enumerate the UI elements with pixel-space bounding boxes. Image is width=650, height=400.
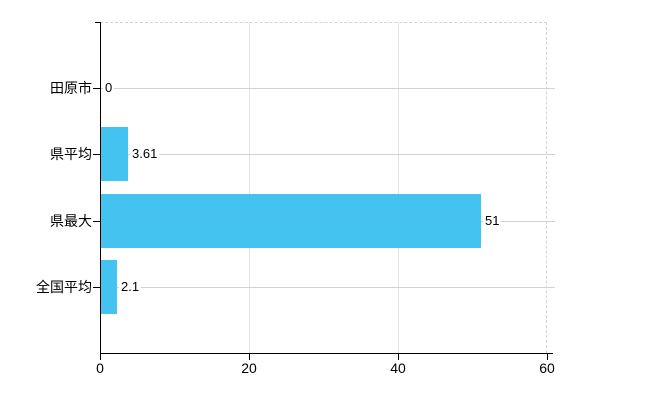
category-tick: [93, 286, 100, 288]
category-tick: [93, 88, 100, 90]
category-tick: [93, 154, 100, 156]
value-label: 0: [103, 80, 115, 97]
x-tick-label: 60: [539, 360, 555, 376]
x-axis-tick: [398, 353, 399, 360]
category-gridline: [100, 154, 555, 156]
x-axis-tick: [249, 353, 250, 360]
x-axis-line: [100, 353, 553, 354]
plot-area-border: [100, 22, 547, 353]
x-tick-label: 20: [241, 360, 257, 376]
value-label: 3.61: [130, 146, 160, 163]
vertical-gridline: [398, 22, 399, 353]
x-axis-tick: [547, 353, 548, 360]
x-axis-tick: [100, 353, 101, 360]
bar: [101, 259, 117, 314]
y-axis-line: [100, 22, 101, 353]
vertical-gridline: [249, 22, 250, 353]
category-gridline: [100, 88, 555, 90]
category-label: 県平均: [50, 146, 92, 163]
x-tick-label: 40: [390, 360, 406, 376]
x-tick-label: 0: [96, 360, 104, 376]
category-label: 全国平均: [36, 278, 92, 295]
category-gridline: [100, 286, 555, 288]
y-axis-top-tick: [95, 22, 101, 23]
category-label: 田原市: [50, 80, 92, 97]
value-label: 2.1: [119, 278, 142, 295]
bar: [101, 127, 128, 182]
category-tick: [93, 220, 100, 222]
value-label: 51: [483, 212, 502, 229]
bar: [101, 193, 481, 248]
category-label: 県最大: [50, 212, 92, 229]
